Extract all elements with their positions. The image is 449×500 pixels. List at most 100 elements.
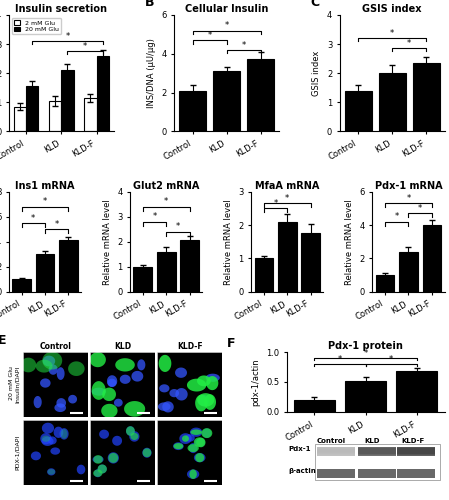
Text: *: * bbox=[55, 220, 59, 229]
Polygon shape bbox=[187, 470, 199, 479]
Bar bbox=[397, 446, 435, 447]
Bar bbox=[317, 447, 355, 448]
Text: *: * bbox=[364, 349, 368, 358]
Title: Glut2 mRNA: Glut2 mRNA bbox=[133, 181, 199, 191]
Polygon shape bbox=[195, 439, 204, 446]
Polygon shape bbox=[107, 378, 116, 387]
Polygon shape bbox=[42, 436, 50, 442]
Polygon shape bbox=[21, 358, 36, 372]
Polygon shape bbox=[202, 428, 211, 438]
Y-axis label: GSIS index: GSIS index bbox=[312, 50, 321, 96]
Bar bbox=[317, 446, 355, 447]
Polygon shape bbox=[93, 470, 102, 477]
Bar bbox=[62, 70, 74, 132]
Bar bbox=[397, 452, 435, 453]
Bar bbox=[358, 470, 396, 478]
Polygon shape bbox=[158, 402, 171, 411]
Text: *: * bbox=[164, 198, 168, 206]
Polygon shape bbox=[36, 360, 53, 372]
Polygon shape bbox=[142, 448, 152, 458]
Polygon shape bbox=[115, 358, 135, 372]
Bar bbox=[317, 470, 355, 478]
Polygon shape bbox=[143, 448, 151, 457]
Bar bbox=[358, 447, 396, 448]
Polygon shape bbox=[185, 434, 195, 442]
Legend: 2 mM Glu, 20 mM Glu: 2 mM Glu, 20 mM Glu bbox=[12, 18, 61, 34]
Polygon shape bbox=[40, 433, 52, 444]
Bar bbox=[345, 380, 386, 412]
Polygon shape bbox=[93, 455, 103, 464]
Polygon shape bbox=[175, 368, 187, 378]
Polygon shape bbox=[194, 453, 206, 462]
Text: E: E bbox=[0, 334, 7, 347]
Bar bbox=[59, 240, 78, 292]
Title: Ins1 mRNA: Ins1 mRNA bbox=[15, 181, 75, 191]
Polygon shape bbox=[126, 426, 135, 436]
Polygon shape bbox=[101, 404, 118, 418]
Bar bbox=[397, 453, 435, 454]
Bar bbox=[397, 447, 435, 456]
Bar bbox=[294, 400, 335, 411]
Text: *: * bbox=[390, 29, 394, 38]
Polygon shape bbox=[174, 443, 183, 449]
Bar bbox=[97, 56, 109, 132]
Text: *: * bbox=[152, 212, 157, 222]
Polygon shape bbox=[197, 376, 211, 386]
Text: *: * bbox=[224, 21, 229, 30]
Bar bbox=[317, 448, 355, 449]
Bar bbox=[317, 453, 355, 454]
Text: *: * bbox=[176, 222, 180, 232]
Text: *: * bbox=[83, 42, 87, 51]
Polygon shape bbox=[48, 469, 55, 474]
Polygon shape bbox=[137, 360, 145, 370]
Bar bbox=[358, 455, 396, 456]
Polygon shape bbox=[162, 402, 174, 412]
Bar bbox=[35, 254, 54, 292]
Bar bbox=[358, 446, 396, 447]
Polygon shape bbox=[92, 388, 106, 396]
Polygon shape bbox=[34, 396, 42, 408]
Bar bbox=[397, 454, 435, 455]
Polygon shape bbox=[189, 443, 198, 453]
Text: *: * bbox=[66, 32, 70, 41]
Bar bbox=[397, 448, 435, 449]
Bar bbox=[317, 455, 355, 456]
Title: Insulin secretion: Insulin secretion bbox=[15, 4, 107, 14]
Polygon shape bbox=[42, 436, 53, 446]
Bar bbox=[423, 225, 441, 292]
Text: C: C bbox=[311, 0, 320, 8]
Text: B: B bbox=[145, 0, 154, 8]
Bar bbox=[179, 90, 207, 132]
Bar bbox=[317, 454, 355, 455]
Bar bbox=[84, 98, 97, 132]
Bar bbox=[317, 452, 355, 453]
Bar bbox=[358, 447, 396, 456]
Polygon shape bbox=[60, 428, 69, 440]
Polygon shape bbox=[90, 352, 106, 367]
Bar bbox=[317, 449, 355, 450]
Polygon shape bbox=[40, 378, 51, 388]
Polygon shape bbox=[77, 464, 85, 474]
Bar bbox=[255, 258, 273, 292]
Polygon shape bbox=[124, 401, 145, 416]
Title: Cellular Insulin: Cellular Insulin bbox=[185, 4, 269, 14]
Polygon shape bbox=[198, 395, 209, 406]
Bar bbox=[358, 449, 396, 450]
Text: PDX-1/DAPI: PDX-1/DAPI bbox=[15, 435, 20, 470]
Polygon shape bbox=[120, 374, 131, 384]
Title: Pdx-1 protein: Pdx-1 protein bbox=[328, 342, 403, 351]
Bar bbox=[358, 450, 396, 452]
Polygon shape bbox=[107, 375, 117, 387]
Bar bbox=[397, 449, 435, 450]
Polygon shape bbox=[130, 433, 138, 440]
Polygon shape bbox=[108, 452, 119, 464]
Title: MfaA mRNA: MfaA mRNA bbox=[255, 181, 320, 191]
Y-axis label: Relative mRNA level: Relative mRNA level bbox=[102, 199, 111, 284]
Bar bbox=[12, 279, 31, 291]
Text: *: * bbox=[407, 39, 411, 48]
Polygon shape bbox=[182, 436, 189, 442]
Polygon shape bbox=[190, 430, 202, 435]
Polygon shape bbox=[54, 404, 66, 412]
Polygon shape bbox=[43, 356, 55, 366]
Polygon shape bbox=[190, 428, 202, 437]
